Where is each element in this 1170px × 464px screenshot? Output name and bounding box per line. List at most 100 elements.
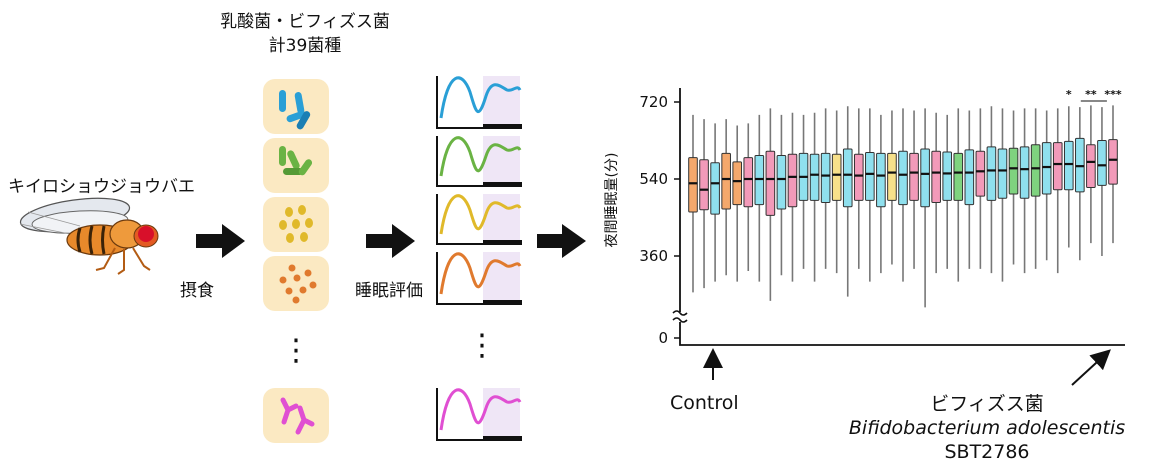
box-iqr	[787, 153, 798, 208]
box-11	[798, 114, 809, 269]
bifido-pointer-arrow	[1071, 349, 1111, 386]
box-3	[710, 123, 720, 282]
bacteria-title: 乳酸菌・ビフィズス菌 計39菌種	[190, 10, 420, 58]
axis-break-mark	[672, 310, 688, 323]
box-33	[1041, 110, 1052, 261]
significance-mark: **	[1085, 88, 1097, 101]
fly-label: キイロショウジョウバエ	[8, 177, 195, 197]
box-22	[920, 108, 930, 308]
box-26	[964, 110, 975, 269]
box-10	[787, 112, 798, 282]
fruit-fly-illustration	[19, 197, 159, 275]
box-iqr	[920, 148, 930, 208]
sleep-curve-orange	[436, 252, 522, 305]
arrow-feeding	[196, 224, 245, 258]
box-7	[754, 114, 765, 282]
box-iqr	[743, 157, 754, 208]
y-axis-line	[679, 88, 1125, 346]
sleep-curve-blue	[436, 76, 522, 129]
box-iqr	[986, 146, 997, 201]
box-30	[1008, 110, 1019, 265]
arrow-sleep-eval	[366, 224, 415, 258]
box-iqr	[1019, 146, 1030, 199]
box-21	[909, 110, 919, 269]
box-iqr	[1030, 144, 1041, 197]
box-35	[1063, 106, 1074, 248]
dots-sleep-curves: ⋮	[467, 328, 497, 363]
box-31	[1019, 108, 1030, 274]
box-5	[732, 125, 743, 282]
box-32	[1030, 108, 1041, 269]
box-17	[865, 108, 875, 282]
box-iqr	[964, 149, 975, 206]
box-2	[699, 119, 709, 289]
box-iqr	[1086, 144, 1096, 189]
box-6	[743, 123, 754, 271]
box-28	[986, 106, 997, 274]
box-iqr	[887, 152, 897, 201]
box-39	[1108, 105, 1118, 244]
sleep-eval-label: 睡眠評価	[355, 281, 423, 301]
bacteria-tile-blue	[263, 79, 329, 134]
box-iqr	[865, 151, 875, 201]
box-iqr	[1097, 140, 1107, 186]
box-25	[953, 108, 964, 282]
box-iqr	[1008, 147, 1019, 195]
box-8	[765, 108, 776, 301]
y-tick-label: 0	[658, 329, 668, 347]
bacteria-tile-orange	[263, 256, 329, 311]
box-iqr	[853, 153, 864, 201]
box-iqr	[842, 148, 853, 208]
box-iqr	[820, 152, 831, 204]
box-23	[931, 112, 941, 274]
significance-mark: *	[1066, 88, 1072, 101]
box-iqr	[876, 152, 886, 208]
bacteria-tile-magenta	[263, 388, 329, 443]
box-20	[898, 108, 908, 282]
box-iqr	[953, 152, 964, 201]
box-iqr	[776, 154, 787, 210]
box-4	[721, 119, 731, 276]
box-iqr	[765, 150, 776, 216]
box-iqr	[809, 153, 820, 201]
box-iqr	[688, 157, 698, 213]
bifido-label-block: ビフィズス菌 Bifidobacterium adolescentis SBT2…	[800, 392, 1170, 464]
box-19	[887, 110, 897, 265]
box-iqr	[1063, 140, 1074, 191]
box-iqr	[942, 151, 953, 201]
bifido-jp-label: ビフィズス菌	[930, 393, 1044, 415]
box-12	[809, 112, 820, 282]
bacteria-title-line1: 乳酸菌・ビフィズス菌	[220, 12, 390, 32]
bacteria-tile-yellow	[263, 197, 329, 252]
box-15	[842, 106, 853, 297]
box-iqr	[699, 159, 709, 211]
box-iqr	[732, 161, 743, 206]
y-tick-label: 540	[639, 170, 668, 188]
box-iqr	[831, 153, 842, 201]
box-iqr	[975, 150, 986, 197]
feeding-label: 摂食	[180, 281, 214, 301]
box-iqr	[909, 152, 919, 201]
y-tick-label: 720	[639, 93, 668, 111]
bacteria-tile-green	[263, 138, 329, 193]
box-34	[1052, 108, 1063, 274]
control-label: Control	[670, 392, 739, 414]
box-14	[831, 110, 842, 274]
sleep-curve-green	[436, 136, 522, 187]
box-1	[688, 114, 698, 293]
box-iqr	[997, 148, 1008, 199]
significance-mark: ***	[1104, 88, 1122, 101]
box-iqr	[1108, 139, 1118, 185]
sleep-curve-magenta	[436, 388, 522, 441]
bacteria-title-line2: 計39菌種	[268, 36, 342, 56]
box-iqr	[931, 150, 941, 204]
bifido-sci-label: Bifidobacterium adolescentis	[848, 417, 1126, 439]
arrow-to-chart	[537, 224, 586, 258]
dots-bacteria: ⋮	[281, 333, 311, 368]
box-27	[975, 108, 986, 269]
box-18	[876, 114, 886, 274]
box-9	[776, 114, 787, 276]
y-tick-label: 360	[639, 247, 668, 265]
